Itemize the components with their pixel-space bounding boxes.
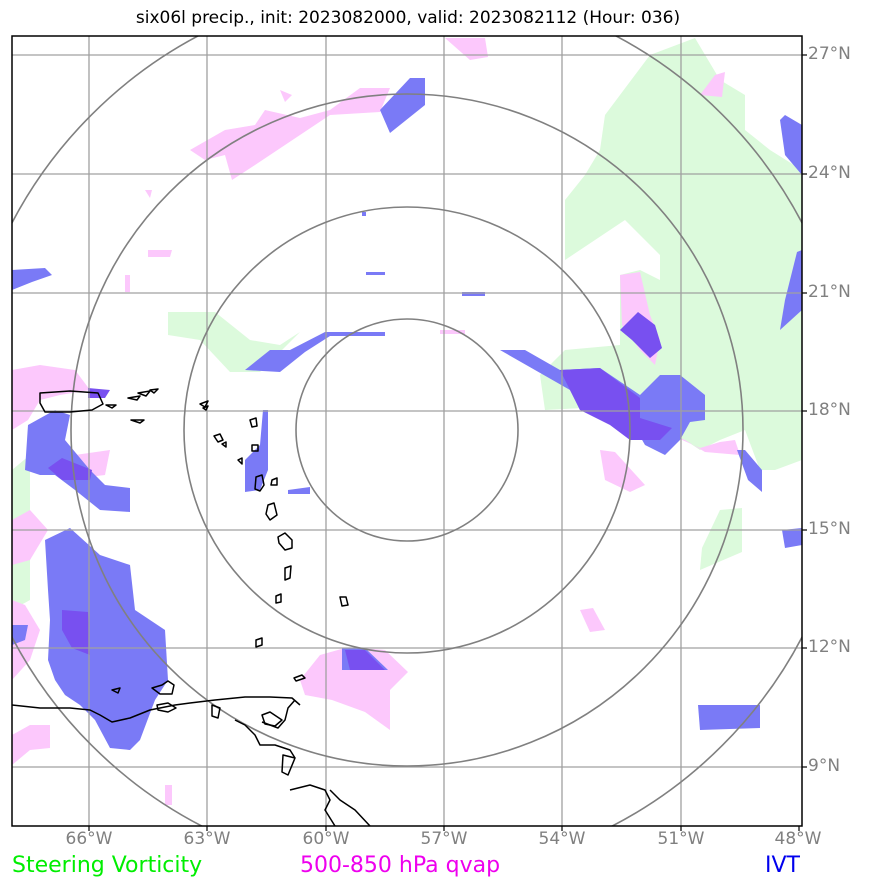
lat-label-21n: 21°N	[808, 282, 851, 302]
legend-qvap: 500-850 hPa qvap	[300, 853, 501, 878]
lon-label-57w: 57°W	[420, 829, 468, 849]
lon-label-48w: 48°W	[774, 829, 822, 849]
lat-label-9n: 9°N	[808, 756, 841, 776]
legend-ivt: IVT	[765, 853, 800, 878]
lat-label-18n: 18°N	[808, 400, 851, 420]
lon-label-54w: 54°W	[538, 829, 586, 849]
legend-steering-vorticity: Steering Vorticity	[12, 853, 203, 878]
map-frame	[11, 35, 803, 827]
lat-label-15n: 15°N	[808, 519, 851, 539]
vorticity-fill-regions	[12, 38, 802, 610]
lon-label-60w: 60°W	[302, 829, 350, 849]
lon-label-66w: 66°W	[65, 829, 113, 849]
lat-label-24n: 24°N	[808, 163, 851, 183]
map-title: six06l precip., init: 2023082000, valid:…	[135, 8, 681, 28]
lon-label-63w: 63°W	[183, 829, 231, 849]
lat-label-12n: 12°N	[808, 637, 851, 657]
lon-label-51w: 51°W	[657, 829, 705, 849]
range-rings	[12, 36, 802, 826]
gridlines	[12, 36, 802, 826]
tick-marks	[88, 54, 807, 831]
coastlines	[12, 388, 371, 826]
lat-label-27n: 27°N	[808, 44, 851, 64]
overlap-fill-regions	[48, 312, 672, 670]
